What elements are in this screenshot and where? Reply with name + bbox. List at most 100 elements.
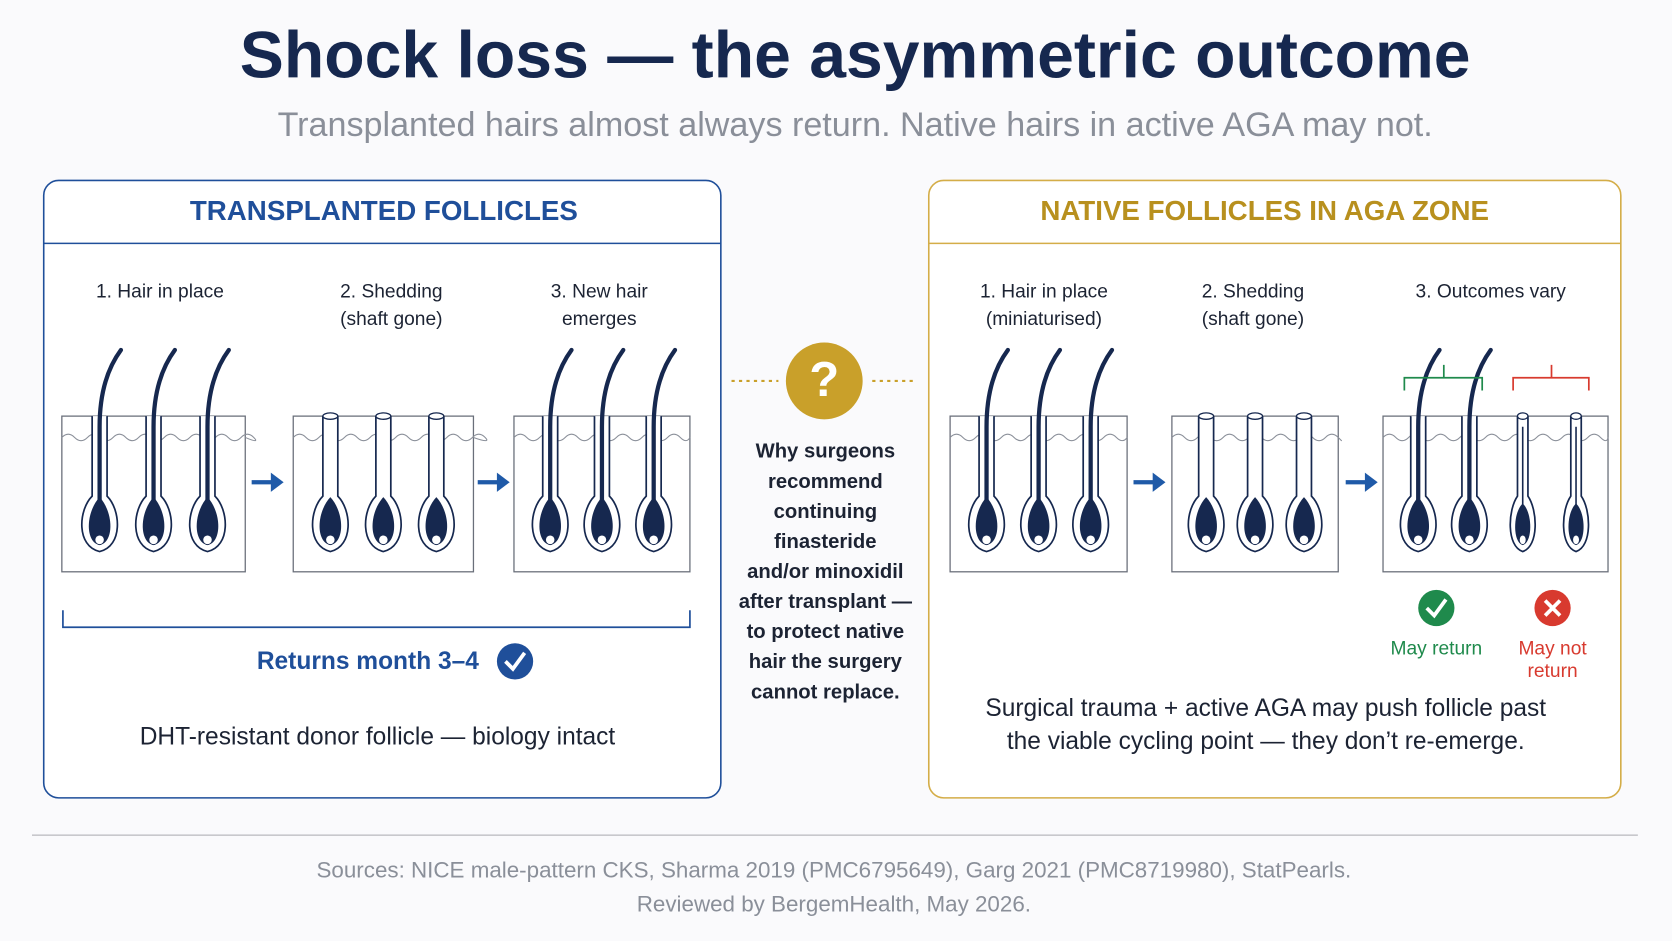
follicle-opening xyxy=(428,412,445,420)
bulb xyxy=(1515,503,1531,546)
bracket xyxy=(1403,364,1484,391)
stage-label: 2. Shedding xyxy=(1202,281,1304,302)
hair-shaft xyxy=(1467,347,1493,515)
question-mark: ? xyxy=(809,353,839,407)
bulb xyxy=(1568,503,1584,546)
bulb xyxy=(319,497,342,546)
papilla xyxy=(95,535,104,545)
papilla xyxy=(379,535,388,545)
center-text: after transplant — xyxy=(739,591,913,613)
papilla xyxy=(149,535,158,545)
center-text: recommend xyxy=(768,471,883,493)
hair-shaft xyxy=(548,347,574,515)
follicle-opening xyxy=(1246,412,1264,420)
check-mark xyxy=(1425,598,1448,619)
hair-shaft xyxy=(151,347,178,515)
papilla xyxy=(326,535,335,545)
papilla xyxy=(1519,535,1526,545)
hair-shaft xyxy=(1088,347,1115,515)
papilla xyxy=(1086,535,1095,545)
hair-shaft xyxy=(599,347,626,515)
papilla xyxy=(545,535,555,545)
bracket xyxy=(1512,364,1590,391)
bulb xyxy=(372,497,395,546)
center-text: to protect native xyxy=(747,621,905,643)
bulb xyxy=(539,497,561,546)
arrow-head xyxy=(1364,472,1378,492)
bulb xyxy=(425,497,448,546)
footer-text: Sources: NICE male-pattern CKS, Sharma 2… xyxy=(317,857,1352,882)
cross-mark xyxy=(1543,599,1562,617)
follicle-opening xyxy=(322,412,339,420)
panel-title: TRANSPLANTED FOLLICLES xyxy=(190,195,578,226)
papilla xyxy=(1413,535,1423,545)
follicle-opening xyxy=(1570,412,1582,420)
stage-label: 1. Hair in place xyxy=(980,281,1108,302)
papilla xyxy=(1250,535,1260,545)
center-text: hair the surgery xyxy=(749,651,903,673)
follicle-opening xyxy=(375,412,392,420)
arrow-head xyxy=(496,472,510,492)
outcome-label: May return xyxy=(1390,639,1482,660)
question-icon xyxy=(785,342,863,420)
title: Shock loss — the asymmetric outcome xyxy=(240,18,1471,92)
bulb xyxy=(642,497,665,546)
panel-title: NATIVE FOLLICLES IN AGA ZONE xyxy=(1040,195,1489,226)
hair-shaft xyxy=(1036,347,1063,515)
papilla xyxy=(1465,535,1474,545)
follicle-opening xyxy=(1198,412,1215,420)
center-text: cannot replace. xyxy=(751,681,900,703)
follicle-opening xyxy=(1516,412,1529,420)
stage-label: emerges xyxy=(562,309,637,330)
result-label: Returns month 3–4 xyxy=(257,648,479,675)
check-mark xyxy=(504,651,527,672)
center-text: and/or minoxidil xyxy=(747,561,903,583)
papilla xyxy=(1201,535,1211,545)
bulb xyxy=(975,497,998,546)
bulb xyxy=(1244,497,1266,546)
hair-shaft xyxy=(97,347,124,515)
center-text: continuing xyxy=(774,501,877,523)
bulb xyxy=(1293,497,1315,546)
bulb xyxy=(88,497,111,546)
hair-shaft xyxy=(205,347,231,515)
outcome-label: May not xyxy=(1518,639,1587,660)
papilla xyxy=(649,535,658,545)
hair-shaft xyxy=(984,347,1010,515)
stage-label: (shaft gone) xyxy=(340,309,442,330)
bulb xyxy=(1407,497,1430,546)
stage-label: 3. Outcomes vary xyxy=(1416,281,1567,302)
papilla xyxy=(203,535,212,545)
papilla xyxy=(1299,535,1309,545)
bulb xyxy=(1079,497,1102,546)
bulb xyxy=(591,497,613,546)
stage-label: 2. Shedding xyxy=(340,281,442,302)
check-icon xyxy=(496,643,534,680)
papilla xyxy=(597,535,607,545)
stage-label: (shaft gone) xyxy=(1202,309,1304,330)
bulb xyxy=(142,497,165,546)
hair-shaft xyxy=(1416,347,1442,515)
papilla xyxy=(432,535,441,545)
bracket xyxy=(62,610,691,629)
follicle-opening xyxy=(1295,412,1313,420)
papilla xyxy=(1034,535,1043,545)
note: the viable cycling point — they don’t re… xyxy=(1007,728,1525,755)
subtitle: Transplanted hairs almost always return.… xyxy=(278,106,1433,144)
note: Surgical trauma + active AGA may push fo… xyxy=(985,695,1546,722)
stage-label: 1. Hair in place xyxy=(96,281,224,302)
bulb xyxy=(1195,497,1217,546)
stage-label: 3. New hair xyxy=(551,281,649,302)
bulb xyxy=(196,497,219,546)
bulb xyxy=(1027,497,1050,546)
center-text: finasteride xyxy=(774,531,876,553)
footer-text: Reviewed by BergemHealth, May 2026. xyxy=(637,891,1031,916)
papilla xyxy=(982,535,991,545)
papilla xyxy=(1573,535,1580,545)
note: DHT-resistant donor follicle — biology i… xyxy=(140,724,616,751)
hair-shaft xyxy=(651,347,678,515)
center-text: Why surgeons xyxy=(756,441,896,463)
bulb xyxy=(1458,497,1481,546)
arrow-head xyxy=(1152,472,1166,492)
